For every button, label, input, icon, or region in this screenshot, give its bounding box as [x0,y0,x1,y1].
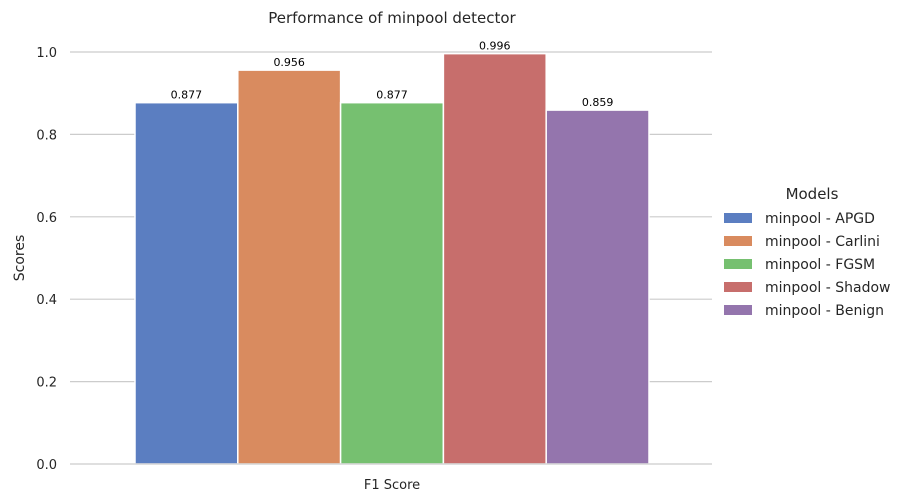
y-tick-label: 0.2 [36,376,57,391]
bar [237,69,342,465]
y-axis-ticks: 0.0 0.2 0.4 0.6 0.8 1.0 [36,46,57,473]
legend-title: Models [786,185,839,203]
bars [134,52,650,465]
y-tick-label: 1.0 [36,46,57,61]
legend-swatch [724,282,752,292]
legend-swatch [724,305,752,315]
chart-title: Performance of minpool detector [268,9,516,27]
bar [442,52,547,465]
legend-entry: minpool - FGSM [765,257,875,273]
legend-entry: minpool - APGD [765,211,875,227]
bar [339,101,445,465]
data-label: 0.877 [171,89,203,102]
legend-entry: minpool - Shadow [765,280,891,296]
legend-items: minpool - APGD minpool - Carlini minpool -… [724,211,891,319]
y-tick-label: 0.0 [36,458,57,473]
data-label: 0.877 [376,89,408,102]
data-labels: 0.877 0.956 0.877 0.996 0.859 [171,40,614,109]
data-label: 0.956 [273,56,305,69]
legend-entry: minpool - Benign [765,303,884,319]
y-tick-label: 0.8 [36,128,57,143]
legend-swatch [724,213,752,223]
legend-swatch [724,236,752,246]
x-axis-ticks: F1 Score [364,478,420,493]
y-axis-label: Scores [12,235,28,282]
bar [545,109,650,465]
data-label: 0.996 [479,40,511,53]
data-label: 0.859 [582,96,614,109]
y-tick-label: 0.4 [36,293,57,308]
legend-swatch [724,259,752,269]
legend-entry: minpool - Carlini [765,234,880,250]
x-tick-label: F1 Score [364,478,420,493]
y-tick-label: 0.6 [36,211,57,226]
bar [134,101,239,465]
